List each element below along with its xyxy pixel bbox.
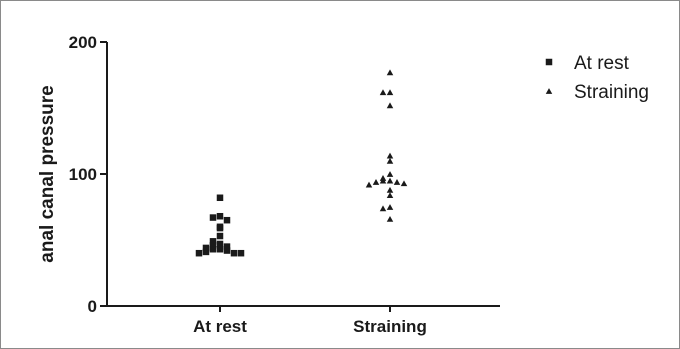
data-point-triangle bbox=[386, 69, 394, 76]
data-point-square bbox=[237, 249, 245, 257]
data-point-square bbox=[209, 242, 217, 249]
data-point-triangle bbox=[386, 102, 394, 109]
data-point-square bbox=[223, 243, 231, 250]
y-tick-label: 0 bbox=[88, 297, 97, 316]
data-point-triangle bbox=[372, 178, 380, 185]
data-point-triangle bbox=[365, 181, 373, 188]
data-points bbox=[195, 69, 408, 257]
data-point-triangle bbox=[379, 177, 387, 184]
data-point-square bbox=[216, 232, 224, 240]
data-point-square bbox=[230, 249, 238, 257]
y-tick-label: 100 bbox=[69, 165, 97, 184]
data-point-triangle bbox=[386, 171, 394, 177]
legend-label: At rest bbox=[574, 53, 630, 74]
data-point-triangle bbox=[393, 178, 401, 185]
x-ticks: At rest Straining bbox=[193, 306, 427, 336]
series-at-rest bbox=[195, 194, 245, 257]
data-point-triangle bbox=[400, 180, 408, 187]
data-point-square bbox=[216, 212, 224, 220]
data-point-square bbox=[202, 244, 210, 252]
data-point-triangle bbox=[386, 89, 394, 96]
data-point-triangle bbox=[379, 89, 387, 96]
x-tick-label: At rest bbox=[193, 317, 247, 336]
data-point-triangle bbox=[386, 177, 394, 184]
data-point-square bbox=[216, 240, 224, 248]
data-point-triangle bbox=[386, 215, 394, 222]
data-point-triangle bbox=[386, 186, 394, 193]
data-point-square bbox=[209, 214, 217, 221]
data-point-square bbox=[223, 247, 231, 254]
data-point-square bbox=[223, 216, 231, 224]
data-point-square bbox=[216, 194, 224, 202]
axes bbox=[106, 42, 500, 307]
y-axis-label: anal canal pressure bbox=[37, 85, 58, 262]
legend-label: Straining bbox=[574, 82, 649, 103]
legend-marker-triangle bbox=[545, 88, 553, 94]
data-point-square bbox=[216, 245, 224, 253]
data-point-square bbox=[209, 245, 217, 253]
data-point-triangle bbox=[386, 204, 394, 210]
data-point-square bbox=[209, 238, 217, 245]
y-ticks: 0 100 200 bbox=[69, 33, 107, 316]
legend-marker-square bbox=[545, 58, 553, 66]
data-point-triangle bbox=[379, 205, 387, 212]
data-point-square bbox=[216, 224, 224, 232]
data-point-square bbox=[202, 248, 210, 256]
data-point-triangle bbox=[386, 157, 394, 164]
data-point-triangle bbox=[386, 152, 394, 159]
data-point-square bbox=[195, 249, 203, 257]
legend: At rest Straining bbox=[545, 53, 649, 103]
series-straining bbox=[365, 69, 408, 222]
x-tick-label: Straining bbox=[353, 317, 427, 336]
data-point-triangle bbox=[386, 192, 394, 199]
y-tick-label: 200 bbox=[69, 33, 97, 52]
